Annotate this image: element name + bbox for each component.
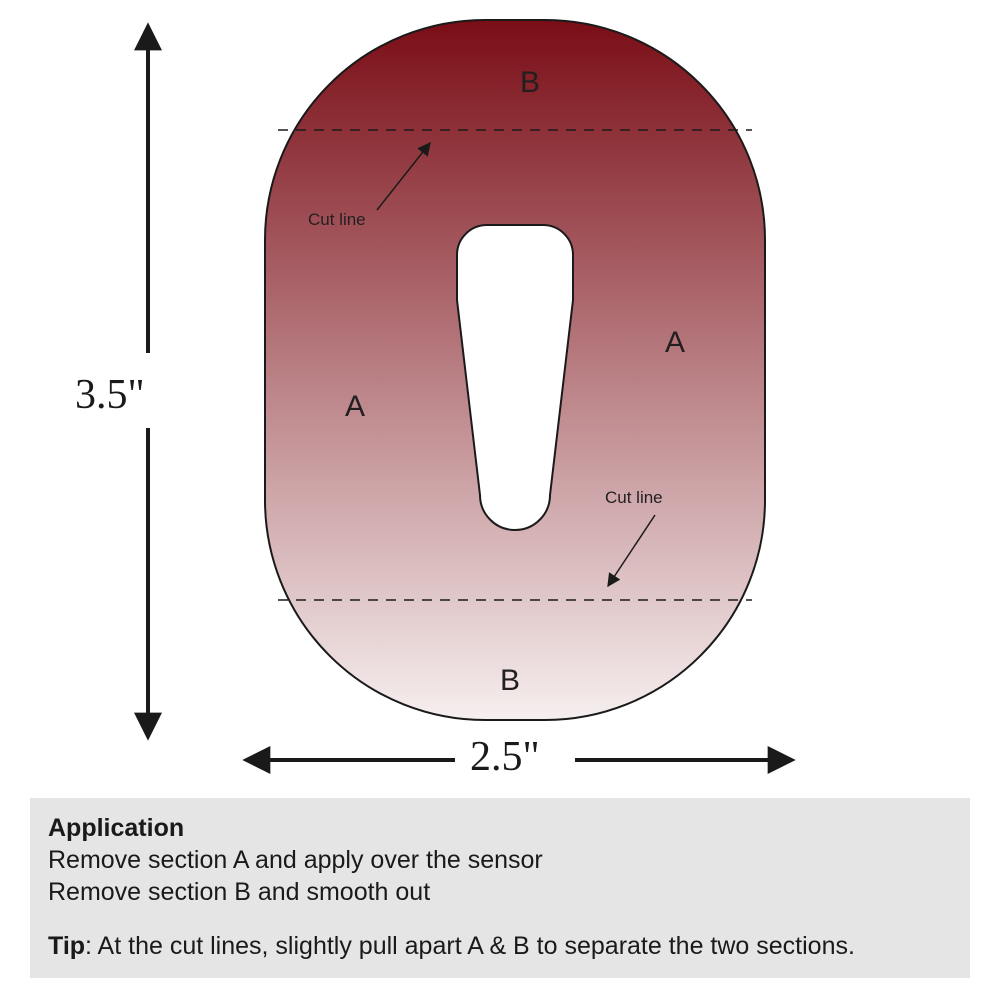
instruction-box: Application Remove section A and apply o…: [30, 798, 970, 978]
tip-text: : At the cut lines, slightly pull apart …: [85, 932, 855, 960]
label-b-top: B: [520, 66, 540, 99]
label-cutline-top: Cut line: [308, 210, 366, 229]
label-a-left: A: [345, 390, 365, 423]
dimension-height-label: 3.5": [75, 372, 145, 418]
instruction-line-2: Remove section B and smooth out: [48, 876, 952, 908]
dimension-width-label: 2.5": [470, 734, 540, 780]
label-a-right: A: [665, 326, 685, 359]
instruction-line-1: Remove section A and apply over the sens…: [48, 844, 952, 876]
label-cutline-bottom: Cut line: [605, 488, 663, 507]
tip-label: Tip: [48, 932, 85, 960]
label-b-bottom: B: [500, 664, 520, 697]
instruction-title: Application: [48, 814, 184, 842]
